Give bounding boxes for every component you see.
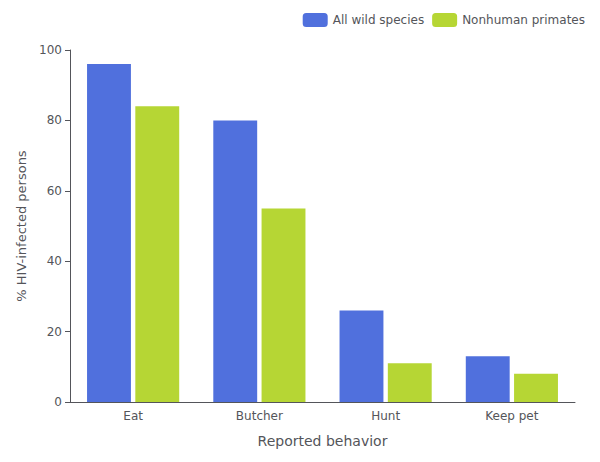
svg-text:20: 20	[47, 325, 62, 339]
svg-text:All wild species: All wild species	[333, 13, 424, 27]
svg-text:100: 100	[39, 43, 62, 57]
svg-text:Hunt: Hunt	[371, 409, 400, 423]
svg-text:60: 60	[47, 184, 62, 198]
svg-text:Reported behavior: Reported behavior	[258, 433, 388, 449]
svg-text:Butcher: Butcher	[236, 409, 283, 423]
svg-text:80: 80	[47, 113, 62, 127]
svg-text:% HIV-infected persons: % HIV-infected persons	[14, 150, 29, 302]
svg-text:40: 40	[47, 254, 62, 268]
svg-text:Eat: Eat	[123, 409, 143, 423]
svg-text:Nonhuman primates: Nonhuman primates	[462, 13, 585, 27]
svg-text:Keep pet: Keep pet	[485, 409, 538, 423]
svg-text:0: 0	[54, 395, 62, 409]
